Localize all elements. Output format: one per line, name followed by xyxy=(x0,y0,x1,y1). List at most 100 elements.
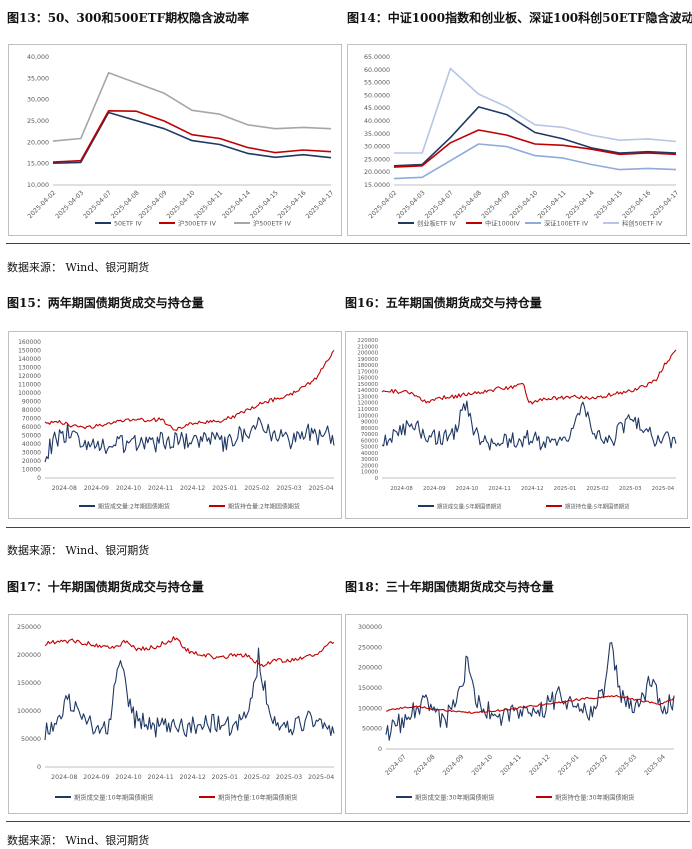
legend-label: 期货成交量:30年期国债期货 xyxy=(415,793,494,802)
legend-label: 沪300ETF IV xyxy=(178,219,217,228)
figure-15-title: 图15：两年期国债期货成交与持仓量 xyxy=(7,296,204,310)
x-tick-label: 2025-01 xyxy=(554,486,577,492)
series-line xyxy=(44,416,335,463)
figure-18-title: 图18：三十年期国债期货成交与持仓量 xyxy=(345,580,554,594)
x-tick-label: 2024-11 xyxy=(499,753,523,777)
x-tick-label: 2025-02 xyxy=(586,753,610,777)
y-tick-label: 300000 xyxy=(358,624,382,631)
y-tick-label: 35.0000 xyxy=(364,131,390,138)
x-tick-label: 2025-03 xyxy=(615,753,639,777)
series-line xyxy=(386,694,675,714)
legend-label: 期货成交量:2年期国债期货 xyxy=(98,503,170,511)
y-tick-label: 250000 xyxy=(358,644,382,651)
x-tick-label: 2024-08 xyxy=(390,486,413,492)
y-tick-label: 50000 xyxy=(21,736,41,743)
y-tick-label: 160000 xyxy=(357,376,378,382)
x-tick-label: 2025-04 xyxy=(309,485,334,492)
y-tick-label: 25.0000 xyxy=(364,156,390,163)
y-tick-label: 150000 xyxy=(357,382,378,388)
y-tick-label: 40,000 xyxy=(27,54,49,61)
y-tick-label: 65.0000 xyxy=(364,54,390,61)
y-tick-label: 60000 xyxy=(22,424,41,431)
data-source-note: 数据来源： Wind、银河期货 xyxy=(7,544,150,557)
y-tick-label: 15.0000 xyxy=(364,182,390,189)
y-tick-label: 180000 xyxy=(357,363,378,369)
chart-17-svg: 0 50000 100000 150000 200000 250000 2024-08 202… xyxy=(17,624,335,802)
x-tick-label: 2025-04-02 xyxy=(368,189,399,220)
y-tick-label: 100000 xyxy=(17,708,41,715)
x-tick-label: 2024-09 xyxy=(423,486,446,492)
x-tick-label: 2025-04-15 xyxy=(249,189,280,220)
x-tick-label: 2025-03 xyxy=(276,774,302,781)
y-tick-label: 210000 xyxy=(357,344,378,350)
y-tick-label: 30000 xyxy=(361,457,379,463)
x-tick-label: 2025-04-08 xyxy=(110,189,141,220)
series-line xyxy=(44,349,335,431)
x-tick-label: 2024-09 xyxy=(84,485,109,492)
y-tick-label: 190000 xyxy=(357,357,378,363)
y-tick-label: 90000 xyxy=(361,420,379,426)
y-tick-label: 140000 xyxy=(18,356,41,363)
chart-panel-17: 0 50000 100000 150000 200000 250000 2024-08 202… xyxy=(8,614,342,814)
x-tick-label: 2024-11 xyxy=(148,485,173,492)
legend-label: 深证100ETF IV xyxy=(544,219,589,228)
x-tick-label: 2025-04-17 xyxy=(305,189,336,220)
y-tick-label: 20.0000 xyxy=(364,169,390,176)
legend-label: 科创50ETF IV xyxy=(622,219,663,228)
x-tick-label: 2025-04-15 xyxy=(593,189,624,220)
y-tick-label: 100000 xyxy=(357,413,378,419)
x-tick-label: 2025-04-10 xyxy=(509,189,540,220)
series-line xyxy=(393,143,677,180)
y-tick-label: 0 xyxy=(37,764,41,771)
y-tick-label: 20,000 xyxy=(27,139,49,146)
y-tick-label: 30,000 xyxy=(27,97,49,104)
legend-label: 中证1000IV xyxy=(485,219,520,228)
y-tick-label: 10000 xyxy=(22,467,41,474)
chart-panel-14: 15.0000 20.0000 25.0000 30.0000 35.0000 40.00… xyxy=(347,44,687,236)
series-line xyxy=(393,129,677,168)
y-tick-label: 40000 xyxy=(22,441,41,448)
y-tick-label: 100000 xyxy=(358,705,382,712)
y-tick-label: 40000 xyxy=(361,451,379,457)
y-tick-label: 50000 xyxy=(22,433,41,440)
legend-label: 50ETF IV xyxy=(114,221,142,228)
y-tick-label: 150000 xyxy=(17,680,41,687)
legend-label: 期货持仓量:2年期国债期货 xyxy=(228,503,300,511)
divider xyxy=(6,243,690,244)
legend-label: 沪500ETF IV xyxy=(253,219,292,228)
x-tick-label: 2025-01 xyxy=(212,774,238,781)
divider xyxy=(6,821,690,822)
y-tick-label: 10000 xyxy=(361,470,379,476)
series-line xyxy=(394,67,677,154)
y-tick-label: 160000 xyxy=(18,339,41,346)
y-tick-label: 70000 xyxy=(22,416,41,423)
x-tick-label: 2024-09 xyxy=(83,774,109,781)
x-tick-label: 2025-04 xyxy=(643,753,667,777)
y-tick-label: 70000 xyxy=(361,432,379,438)
y-tick-label: 80000 xyxy=(22,407,41,414)
y-tick-label: 200000 xyxy=(358,665,382,672)
x-tick-label: 2025-01 xyxy=(557,753,581,777)
y-tick-label: 25,000 xyxy=(27,118,49,125)
y-tick-label: 150000 xyxy=(18,348,41,355)
y-tick-label: 0 xyxy=(378,746,382,753)
y-tick-label: 20000 xyxy=(22,458,41,465)
chart-panel-16: 0 10000 20000 30000 40000 50000 60000 70000 8000… xyxy=(345,331,688,519)
x-tick-label: 2024-12 xyxy=(521,486,544,492)
x-tick-label: 2025-04-14 xyxy=(565,189,596,220)
y-tick-label: 100000 xyxy=(18,390,41,397)
legend-label: 期货持仓量:30年期国债期货 xyxy=(555,793,634,802)
y-tick-label: 90000 xyxy=(22,399,41,406)
x-tick-label: 2025-04-02 xyxy=(27,189,58,220)
series-line xyxy=(385,642,675,741)
x-tick-label: 2025-04 xyxy=(308,774,334,781)
data-source-note: 数据来源： Wind、银河期货 xyxy=(7,261,150,274)
y-tick-label: 45.0000 xyxy=(364,105,390,112)
x-tick-label: 2025-04-03 xyxy=(396,189,427,220)
x-tick-label: 2024-11 xyxy=(147,774,173,781)
x-tick-label: 2024-10 xyxy=(471,753,495,777)
figure-13-title: 图13：50、300和500ETF期权隐含波动率 xyxy=(7,11,250,25)
chart-13-svg: 10,000 15,000 20,000 25,000 30,000 35,000 40,0… xyxy=(27,54,336,228)
legend-label: 期货成交量:10年期国债期货 xyxy=(74,793,153,802)
y-tick-label: 20000 xyxy=(361,463,379,469)
